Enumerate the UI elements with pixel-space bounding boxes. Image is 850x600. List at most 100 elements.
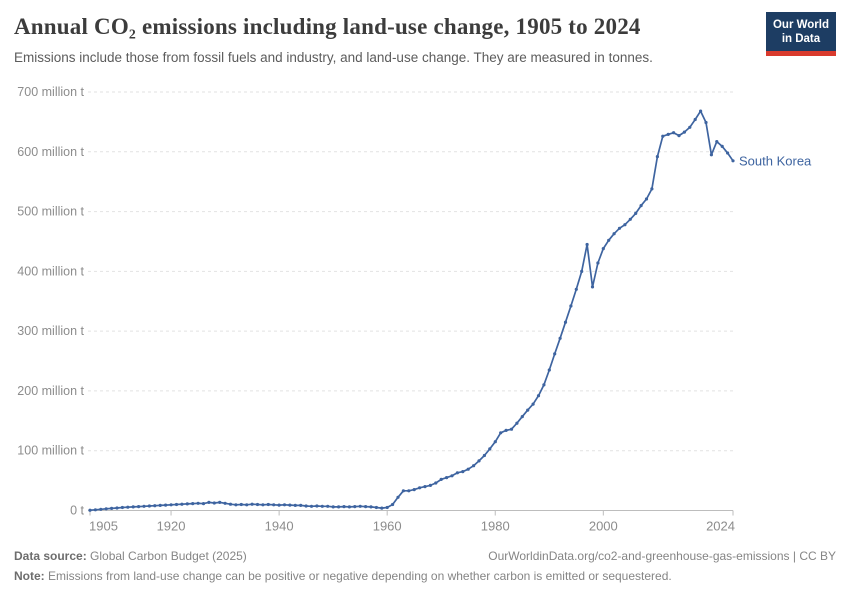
data-point-2007 [639, 204, 643, 208]
note-value: Emissions from land-use change can be po… [44, 569, 672, 584]
data-point-1992 [558, 336, 562, 340]
data-point-1917 [153, 504, 157, 508]
data-point-1974 [461, 470, 465, 474]
data-point-1922 [180, 502, 184, 506]
data-point-1946 [309, 504, 314, 508]
data-point-1980 [493, 440, 497, 444]
data-point-1979 [488, 447, 492, 451]
data-point-1988 [536, 394, 541, 398]
data-point-2016 [688, 125, 692, 129]
data-point-1931 [228, 502, 233, 506]
y-tick-label-300: 300 million t [17, 324, 84, 338]
data-point-1909 [110, 506, 114, 510]
entity-label-south-korea[interactable]: South Korea [739, 153, 812, 168]
data-point-1986 [526, 408, 530, 412]
data-point-1995 [574, 287, 578, 291]
data-point-1921 [174, 502, 179, 507]
data-point-1973 [455, 471, 459, 475]
data-point-2019 [704, 120, 708, 125]
data-point-1968 [428, 483, 432, 487]
data-point-1916 [147, 504, 151, 508]
data-point-1911 [120, 505, 124, 510]
data-point-1981 [499, 431, 503, 435]
data-point-1975 [466, 467, 470, 471]
data-point-1930 [223, 501, 227, 505]
data-point-1955 [358, 504, 362, 508]
data-point-2010 [655, 155, 660, 159]
data-point-1953 [347, 505, 351, 509]
data-point-2012 [666, 132, 670, 136]
chart-subtitle: Emissions include those from fossil fuel… [14, 50, 653, 66]
data-point-1966 [418, 486, 422, 490]
data-point-1942 [288, 503, 292, 507]
data-point-1965 [412, 488, 416, 492]
data-point-1935 [250, 502, 254, 506]
data-point-1961 [391, 502, 395, 507]
y-tick-label-200: 200 million t [17, 384, 84, 398]
data-point-1938 [266, 502, 270, 507]
data-point-2023 [726, 151, 730, 155]
y-tick-label-500: 500 million t [17, 205, 84, 219]
data-point-1934 [245, 503, 249, 507]
data-point-1977 [477, 459, 481, 463]
data-point-2001 [607, 238, 611, 242]
y-tick-label-600: 600 million t [17, 145, 84, 159]
owid-url-link[interactable]: OurWorldinData.org/co2-and-greenhouse-ga… [488, 548, 790, 563]
data-point-1964 [407, 489, 411, 493]
data-point-1969 [434, 481, 438, 485]
data-point-1952 [342, 505, 346, 509]
data-point-1943 [293, 503, 297, 507]
data-point-2013 [672, 131, 676, 135]
data-point-1959 [380, 506, 384, 510]
data-point-1923 [185, 502, 189, 506]
data-point-1993 [563, 320, 568, 324]
data-point-2009 [650, 187, 654, 191]
data-point-1984 [515, 421, 519, 425]
data-point-1947 [315, 504, 319, 508]
data-point-1926 [201, 502, 206, 506]
owid-logo[interactable]: Our World in Data [765, 12, 836, 56]
data-point-1945 [304, 504, 308, 508]
attribution-text: OurWorldinData.org/co2-and-greenhouse-ga… [488, 547, 836, 566]
x-tick-label-1940: 1940 [265, 519, 294, 534]
data-point-2003 [617, 226, 622, 230]
data-point-1937 [261, 503, 265, 507]
x-tick-label-1980: 1980 [481, 519, 510, 534]
data-point-1939 [272, 503, 276, 507]
data-point-1908 [104, 507, 108, 511]
data-point-2015 [682, 130, 687, 134]
chart-footer: Data source: Global Carbon Budget (2025)… [14, 547, 836, 586]
note-label: Note: [14, 569, 45, 584]
data-point-1951 [337, 505, 341, 509]
data-point-1985 [520, 415, 524, 419]
data-point-1932 [234, 503, 238, 507]
data-point-1929 [218, 500, 222, 504]
data-point-1997 [585, 242, 589, 247]
data-point-1998 [590, 285, 595, 289]
data-point-1912 [126, 505, 130, 509]
data-point-1918 [158, 503, 162, 507]
data-point-1976 [472, 464, 476, 468]
data-point-1962 [396, 495, 400, 499]
x-tick-label-2024: 2024 [706, 519, 735, 534]
data-point-1994 [569, 304, 573, 308]
data-point-1910 [115, 506, 119, 510]
data-point-1978 [482, 453, 486, 458]
data-point-1958 [374, 505, 378, 510]
data-point-1971 [445, 476, 449, 480]
data-point-1949 [326, 504, 330, 508]
data-point-1957 [369, 505, 373, 509]
data-point-1933 [239, 502, 243, 507]
data-point-1956 [364, 505, 368, 509]
data-point-2022 [720, 144, 724, 148]
data-point-1967 [423, 485, 427, 489]
data-point-2018 [699, 109, 703, 113]
data-point-1954 [353, 505, 357, 509]
data-point-2002 [612, 232, 616, 236]
data-point-1915 [142, 504, 146, 508]
data-point-2000 [601, 247, 605, 251]
data-point-1913 [131, 505, 135, 509]
data-point-2004 [623, 223, 627, 227]
data-point-2008 [644, 197, 649, 201]
